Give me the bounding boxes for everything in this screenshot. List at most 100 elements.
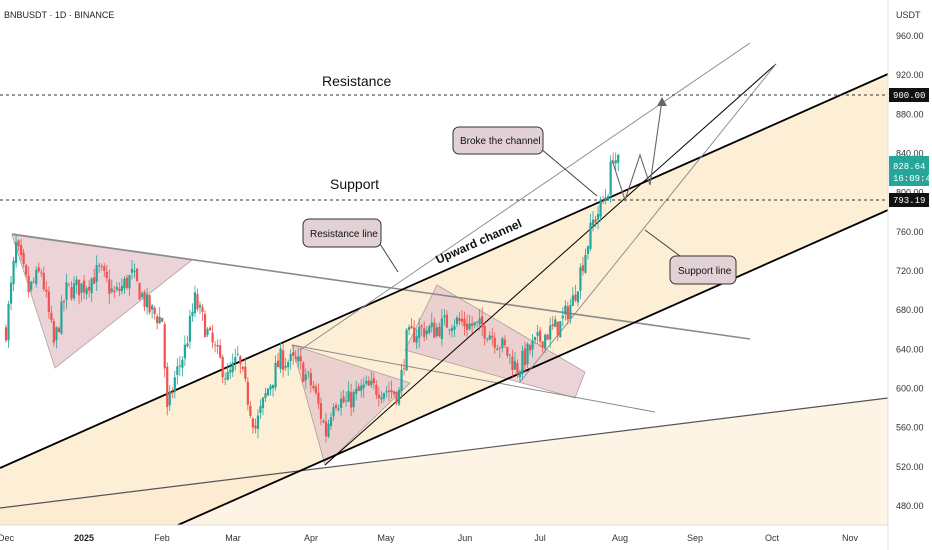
candle-body xyxy=(511,356,514,370)
resistance-callout-text: Resistance line xyxy=(310,229,378,240)
resistance-line-callout[interactable]: Resistance line xyxy=(302,218,399,273)
candle-body xyxy=(145,294,149,308)
candle-body xyxy=(163,324,166,369)
candle-body xyxy=(221,356,224,378)
candle-body xyxy=(143,292,146,307)
candle-body xyxy=(47,291,50,313)
candle-body xyxy=(385,391,388,393)
candle-body xyxy=(226,371,229,381)
price-tick-label: 680.00 xyxy=(896,305,924,315)
candle-body xyxy=(211,332,214,343)
candle-body xyxy=(148,295,151,313)
candle-body xyxy=(370,380,373,385)
candle-body xyxy=(491,335,494,338)
candle-body xyxy=(450,328,454,332)
candle-body xyxy=(435,327,438,336)
candle-body xyxy=(468,323,471,329)
resistance-callout-pointer xyxy=(379,243,399,273)
candle-body xyxy=(17,240,20,247)
time-tick-label: Jul xyxy=(534,533,546,543)
price-tick-label: 880.00 xyxy=(896,109,924,119)
candle-body xyxy=(377,394,380,399)
candle-body xyxy=(138,283,141,300)
price-tick-label: 600.00 xyxy=(896,384,924,394)
candle-body xyxy=(9,282,13,304)
candle-body xyxy=(236,354,239,356)
candle-body xyxy=(37,267,40,272)
time-tick-label: Sep xyxy=(687,533,703,543)
candle-body xyxy=(7,304,10,341)
candle-body xyxy=(153,307,156,314)
candle-body xyxy=(271,384,275,389)
candle-body xyxy=(327,423,330,438)
resistance-price-badge: 900.00 xyxy=(889,88,929,102)
candle-body xyxy=(279,348,282,369)
candle-body xyxy=(65,282,68,300)
candle-body xyxy=(50,312,53,321)
candle-body xyxy=(425,330,428,335)
candle-body xyxy=(601,201,605,203)
candle-body xyxy=(367,380,370,386)
resistance-trend-line xyxy=(11,233,751,340)
broke-channel-callout[interactable]: Broke the channel xyxy=(452,126,598,197)
candle-body xyxy=(294,356,297,360)
price-tick-label: 920.00 xyxy=(896,70,924,80)
candle-body xyxy=(473,322,476,326)
candle-body xyxy=(188,315,192,342)
candle-body xyxy=(544,334,547,349)
candle-body xyxy=(513,361,517,370)
candle-body xyxy=(410,325,413,329)
candle-body xyxy=(259,406,262,413)
price-tick-label: 520.00 xyxy=(896,462,924,472)
candle-body xyxy=(125,277,129,288)
candle-body xyxy=(214,344,217,346)
candle-body xyxy=(528,345,532,351)
candle-body xyxy=(400,369,403,391)
candle-body xyxy=(83,280,86,293)
candle-body xyxy=(387,390,391,393)
candle-body xyxy=(88,286,91,291)
candle-body xyxy=(413,327,416,342)
candle-body xyxy=(579,267,582,291)
candle-body xyxy=(382,393,386,399)
candle-body xyxy=(108,279,111,294)
candle-body xyxy=(156,316,159,324)
candle-body xyxy=(118,288,121,292)
broke-channel-box xyxy=(452,126,544,155)
candle-body xyxy=(274,362,277,388)
candle-body xyxy=(135,268,139,281)
candle-body xyxy=(276,360,280,368)
resistance-badge-text: 900.00 xyxy=(893,91,925,101)
candle-body xyxy=(360,385,363,391)
candle-body xyxy=(20,245,23,256)
candle-body xyxy=(42,272,45,290)
candle-body xyxy=(445,314,448,328)
candle-body xyxy=(483,325,486,339)
candle-body xyxy=(203,313,207,338)
wedge-lower-line xyxy=(291,344,656,413)
candle-body xyxy=(261,397,265,409)
candle-body xyxy=(574,294,577,301)
candle-body xyxy=(586,246,590,254)
time-tick-label: Dec xyxy=(0,533,14,543)
candle-body xyxy=(402,367,406,369)
candle-body xyxy=(362,384,365,389)
candle-body xyxy=(334,405,338,408)
candle-body xyxy=(329,417,333,427)
candle-body xyxy=(503,339,506,346)
support-line-callout[interactable]: Support line xyxy=(644,229,737,285)
candle-body xyxy=(347,391,350,402)
candle-body xyxy=(365,381,368,384)
candle-body xyxy=(488,335,491,340)
time-tick-label: 2025 xyxy=(74,533,94,543)
candle-body xyxy=(508,354,511,356)
support-callout-text: Support line xyxy=(678,266,732,277)
candle-body xyxy=(151,305,154,310)
time-tick-label: Aug xyxy=(612,533,628,543)
candle-body xyxy=(498,347,501,349)
candle-body xyxy=(297,356,300,362)
candle-body xyxy=(158,316,161,324)
candle-body xyxy=(287,362,290,368)
candle-body xyxy=(176,366,179,375)
